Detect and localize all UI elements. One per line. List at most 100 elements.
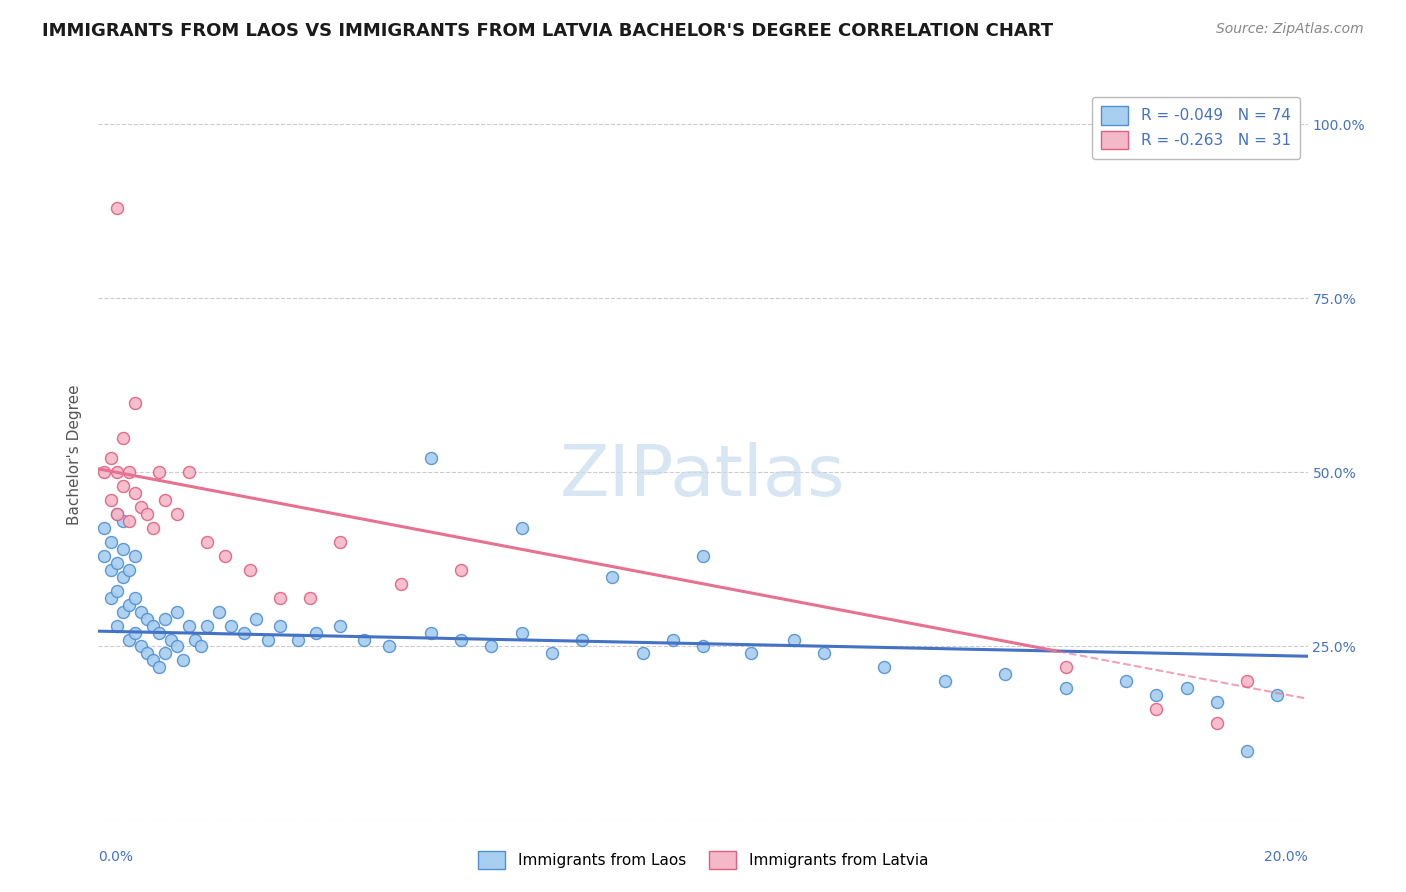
Point [118,514,141,528]
Point [142,521,165,535]
Point [166,507,188,521]
Legend: Immigrants from Laos, Immigrants from Latvia: Immigrants from Laos, Immigrants from La… [472,845,934,875]
Point [208,605,231,619]
Point [111,541,134,556]
Point [93,521,115,535]
Point [111,514,134,528]
Point [540,647,562,661]
Point [142,653,165,667]
Point [1236,744,1258,758]
Point [450,563,472,577]
Point [1236,674,1258,689]
Point [111,479,134,493]
Point [239,563,262,577]
Point [287,632,309,647]
Point [1054,681,1077,696]
Point [93,549,115,563]
Point [105,556,128,570]
Point [269,618,291,632]
Point [420,451,443,466]
Point [135,612,157,626]
Point [105,507,128,521]
Point [571,632,593,647]
Point [124,395,146,409]
Point [934,674,956,689]
Point [1054,660,1077,674]
Point [148,625,170,640]
Point [105,201,128,215]
Point [142,618,165,632]
Point [214,549,236,563]
Point [135,507,157,521]
Point [510,625,533,640]
Point [100,591,122,605]
Point [93,466,115,480]
Point [118,563,141,577]
Point [510,521,533,535]
Point [661,632,683,647]
Point [420,625,443,640]
Text: IMMIGRANTS FROM LAOS VS IMMIGRANTS FROM LATVIA BACHELOR'S DEGREE CORRELATION CHA: IMMIGRANTS FROM LAOS VS IMMIGRANTS FROM … [42,22,1053,40]
Point [377,640,399,654]
Point [195,535,218,549]
Legend: R = -0.049   N = 74, R = -0.263   N = 31: R = -0.049 N = 74, R = -0.263 N = 31 [1092,97,1301,159]
Point [783,632,806,647]
Point [160,632,183,647]
Point [184,632,207,647]
Point [148,466,170,480]
Point [329,618,352,632]
Point [166,640,188,654]
Point [105,583,128,598]
Point [631,647,654,661]
Point [100,493,122,508]
Point [118,598,141,612]
Text: Source: ZipAtlas.com: Source: ZipAtlas.com [1216,22,1364,37]
Point [299,591,322,605]
Point [166,605,188,619]
Point [305,625,328,640]
Point [269,591,291,605]
Text: 0.0%: 0.0% [98,850,134,863]
Point [100,451,122,466]
Point [329,535,352,549]
Point [481,640,503,654]
Point [153,493,176,508]
Point [153,647,176,661]
Point [602,570,624,584]
Point [105,618,128,632]
Point [190,640,212,654]
Point [111,605,134,619]
Point [353,632,375,647]
Point [124,549,146,563]
Point [221,618,243,632]
Point [179,618,201,632]
Point [1144,688,1167,702]
Point [1267,688,1289,702]
Point [813,647,835,661]
Point [129,640,152,654]
Point [100,535,122,549]
Point [118,466,141,480]
Point [129,500,152,515]
Point [1175,681,1198,696]
Point [124,625,146,640]
Point [692,640,714,654]
Point [179,466,201,480]
Point [245,612,267,626]
Point [172,653,194,667]
Point [124,591,146,605]
Point [256,632,278,647]
Point [450,632,472,647]
Point [135,647,157,661]
Text: 20.0%: 20.0% [1264,850,1308,863]
Point [148,660,170,674]
Point [389,576,412,591]
Point [232,625,254,640]
Point [1206,716,1229,731]
Point [105,466,128,480]
Point [111,430,134,444]
Point [195,618,218,632]
Point [873,660,896,674]
Text: ZIPatlas: ZIPatlas [560,442,846,511]
Point [111,570,134,584]
